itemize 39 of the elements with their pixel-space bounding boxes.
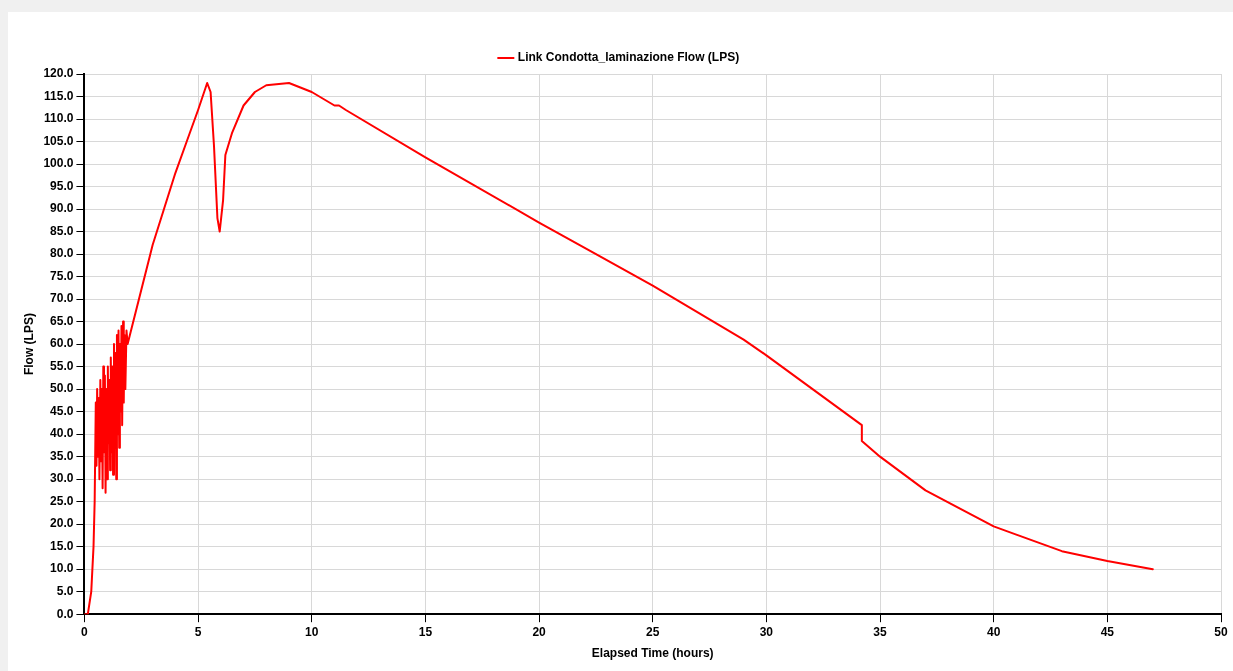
x-axis-title: Elapsed Time (hours): [591, 646, 714, 661]
y-tick-label: 100.0: [43, 156, 74, 171]
y-tick-label: 55.0: [50, 358, 74, 373]
y-tick-label: 0.0: [56, 606, 74, 621]
x-tick-label: 15: [418, 624, 433, 639]
x-tick-label: 30: [759, 624, 774, 639]
legend-label: Link Condotta_laminazione Flow (LPS): [517, 50, 740, 65]
y-tick-label: 65.0: [50, 313, 74, 328]
y-axis-title: Flow (LPS): [21, 313, 36, 376]
y-tick-label: 70.0: [50, 291, 74, 306]
x-tick-label: 50: [1214, 624, 1228, 639]
y-tick-label: 80.0: [50, 246, 74, 261]
y-tick-label: 25.0: [50, 493, 74, 508]
y-tick-label: 40.0: [50, 426, 74, 441]
x-tick-label: 45: [1100, 624, 1115, 639]
y-tick-label: 5.0: [56, 584, 74, 598]
x-tick-label: 35: [873, 624, 888, 639]
y-tick-label: 75.0: [50, 268, 74, 283]
x-tick-label: 25: [646, 624, 660, 639]
x-tick-label: 10: [305, 624, 319, 639]
y-tick-label: 10.0: [50, 561, 74, 576]
y-tick-label: 120.0: [43, 66, 74, 81]
x-tick-label: 5: [194, 624, 202, 639]
x-tick-label: 0: [81, 624, 89, 639]
y-tick-label: 95.0: [50, 178, 74, 193]
x-tick-label: 20: [532, 624, 547, 639]
y-tick-label: 30.0: [50, 471, 74, 486]
y-tick-label: 20.0: [50, 516, 74, 531]
y-tick-label: 35.0: [50, 448, 74, 463]
x-tick-label: 40: [987, 624, 1001, 639]
y-tick-label: 85.0: [50, 223, 74, 238]
y-tick-label: 45.0: [50, 403, 74, 418]
y-tick-label: 105.0: [43, 133, 74, 148]
y-tick-label: 110.0: [44, 111, 74, 126]
y-tick-label: 115.0: [44, 88, 74, 103]
y-tick-label: 15.0: [50, 538, 74, 553]
y-tick-label: 50.0: [50, 381, 74, 396]
y-tick-label: 90.0: [50, 201, 74, 216]
y-tick-label: 60.0: [50, 336, 74, 351]
